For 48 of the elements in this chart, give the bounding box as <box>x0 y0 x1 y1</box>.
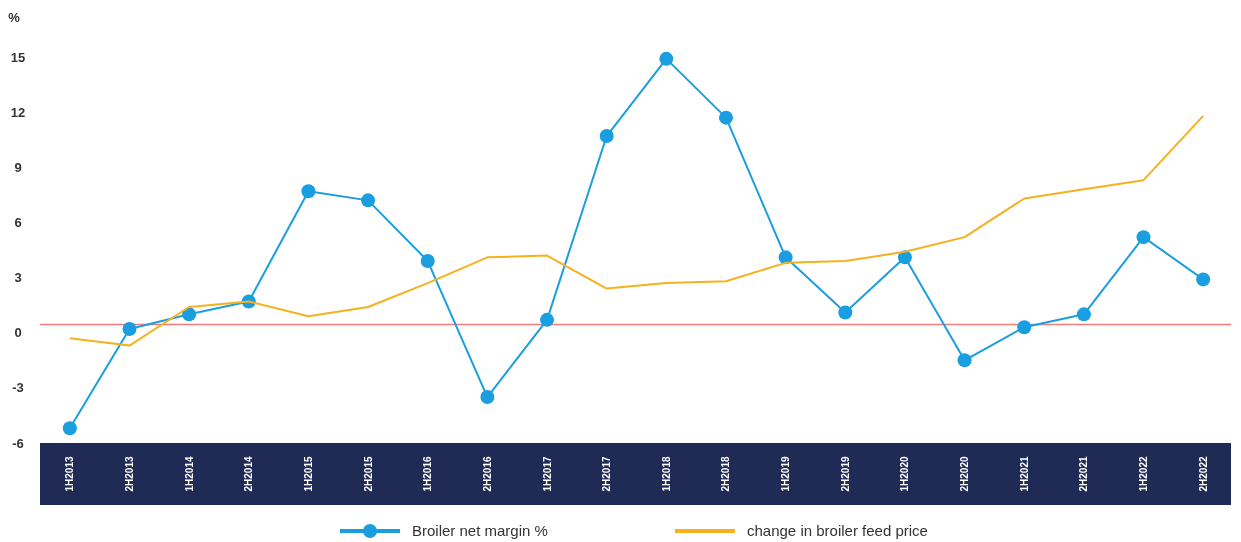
x-tick-label: 1H2015 <box>302 456 314 492</box>
point <box>1076 307 1091 322</box>
y-tick-label: 9 <box>14 159 22 175</box>
x-tick-label: 2H2020 <box>959 456 971 492</box>
point <box>1017 320 1032 335</box>
x-tick-label: 1H2016 <box>422 456 434 492</box>
y-axis-title: % <box>8 10 21 25</box>
y-tick-label: 6 <box>14 214 22 230</box>
line-series <box>68 114 1205 347</box>
point <box>480 390 495 405</box>
x-tick-label: 2H2014 <box>243 456 255 492</box>
point <box>361 193 376 208</box>
point <box>1136 230 1151 245</box>
point <box>659 51 674 66</box>
x-tick-label: 2H2013 <box>123 456 135 492</box>
point <box>957 353 972 368</box>
x-tick-label: 1H2022 <box>1138 456 1150 492</box>
x-tick-label: 1H2014 <box>183 456 195 492</box>
x-tick-label: 2H2018 <box>720 456 732 492</box>
legend-label: Broiler net margin % <box>412 522 548 540</box>
point <box>540 312 555 327</box>
y-tick-label: 3 <box>14 270 22 286</box>
x-tick-label: 1H2018 <box>660 456 672 492</box>
x-tick-label: 2H2016 <box>481 456 493 492</box>
y-tick-label: -6 <box>12 435 24 451</box>
point <box>420 254 435 269</box>
point <box>718 110 733 125</box>
x-tick-label: 2H2017 <box>601 456 613 492</box>
x-tick-label: 1H2013 <box>64 456 76 492</box>
x-tick-label: 1H2019 <box>780 456 792 492</box>
y-tick-label: 15 <box>10 49 26 65</box>
x-tick-label: 2H2019 <box>839 456 851 492</box>
point <box>122 322 137 337</box>
legend-label: change in broiler feed price <box>747 522 928 540</box>
x-tick-label: 2H2015 <box>362 456 374 492</box>
x-tick-label: 1H2020 <box>899 456 911 492</box>
x-tick-label: 2H2021 <box>1078 456 1090 492</box>
x-tick-label: 1H2017 <box>541 456 553 492</box>
point <box>1196 272 1211 287</box>
point <box>62 421 77 436</box>
point <box>838 305 853 320</box>
y-tick-label: 0 <box>14 325 22 341</box>
point <box>301 184 316 199</box>
point <box>599 129 614 144</box>
y-tick-label: -3 <box>12 380 24 396</box>
x-tick-label: 2H2022 <box>1197 456 1209 492</box>
x-tick-label: 1H2021 <box>1018 456 1030 492</box>
y-tick-label: 12 <box>10 104 26 120</box>
